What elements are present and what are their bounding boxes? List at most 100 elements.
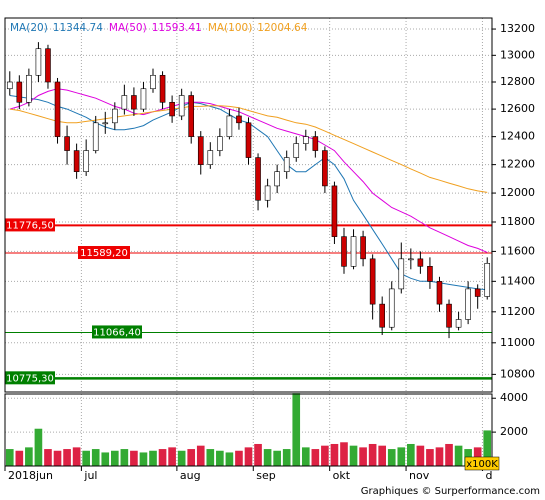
volume-bar	[273, 450, 281, 466]
candle-body	[140, 88, 147, 110]
moving-average-line	[9, 88, 488, 253]
candle-body	[446, 303, 452, 328]
y-tick-label: 12800	[500, 75, 535, 88]
legend-value: 11593.41	[152, 22, 202, 34]
candle-body	[341, 236, 347, 267]
volume-bar	[454, 445, 463, 466]
candle-body	[6, 81, 13, 90]
level-label: 10775,30	[6, 373, 54, 384]
volume-bar	[416, 445, 425, 466]
x-tick-label: aug	[180, 469, 201, 482]
level-label: 11066,40	[93, 327, 141, 338]
volume-bar	[110, 450, 119, 466]
level-label: 11776,50	[6, 220, 54, 231]
candle-body	[283, 157, 290, 172]
volume-bar	[282, 449, 291, 466]
candle-body	[331, 185, 338, 237]
y-tick-label: 13200	[500, 22, 535, 35]
candle-body	[169, 101, 175, 117]
candle-body	[417, 258, 424, 267]
y-tick-label: 13000	[500, 48, 535, 61]
footer: Graphiques © Surperformance.com	[361, 486, 540, 497]
candle-body	[217, 136, 223, 151]
candle-body	[455, 319, 462, 328]
volume-bar	[473, 447, 482, 466]
volume-bar	[340, 442, 348, 466]
volume-bar	[72, 447, 81, 466]
volume-bar	[25, 447, 33, 466]
volume-bar	[349, 445, 358, 466]
legend: MA(20) 11344.74 MA(50) 11593.41 MA(100) 12004…	[10, 22, 308, 34]
x-tick-label: 2018jun	[8, 469, 53, 482]
volume-bar	[130, 450, 138, 466]
volume-bar	[196, 445, 205, 466]
candle-body	[302, 136, 309, 144]
unit-box	[464, 456, 500, 471]
candle-body	[474, 288, 481, 297]
candle-body	[274, 171, 280, 187]
volume-bar	[15, 450, 24, 466]
candle-body	[26, 74, 32, 103]
candle-body	[408, 258, 414, 261]
candle-body	[112, 108, 118, 124]
volume-bar	[34, 428, 43, 466]
volume-bar	[263, 449, 272, 466]
candle-body	[255, 157, 261, 201]
level-label-box	[92, 325, 142, 339]
volume-bar	[91, 449, 100, 466]
moving-average-line	[9, 105, 488, 193]
candle-body	[64, 136, 70, 151]
level-label-box	[78, 246, 130, 260]
candle-body	[465, 288, 471, 320]
volume-bar	[311, 449, 320, 466]
x-tick-label: jul	[83, 469, 97, 482]
volume-bar	[101, 452, 110, 466]
volume-bar	[44, 449, 52, 466]
volume-bar	[149, 450, 157, 466]
y-tick-label: 12000	[500, 186, 535, 199]
candle-body	[427, 266, 433, 282]
candle-body	[131, 95, 137, 110]
volume-bar	[426, 449, 434, 466]
candle-body	[484, 263, 491, 297]
y-tick-label: 11000	[500, 336, 535, 349]
candle-body	[73, 150, 80, 172]
volume-bar	[397, 447, 406, 466]
candle-body	[350, 236, 357, 267]
candle-body	[121, 95, 128, 110]
candle-body	[226, 115, 233, 137]
y-tick-label: 11600	[500, 244, 535, 257]
volume-bar	[139, 452, 148, 466]
volume-bar	[206, 449, 215, 466]
volume-bar	[407, 443, 415, 466]
candle-body	[312, 136, 319, 151]
legend-value: 12004.64	[257, 22, 307, 34]
candle-body	[369, 258, 376, 305]
volume-bar	[168, 447, 176, 466]
candle-body	[207, 150, 214, 165]
volume-bar	[368, 443, 377, 466]
x-tick-label: sep	[256, 469, 275, 482]
volume-bar	[359, 447, 367, 466]
candle-body	[236, 115, 242, 124]
y-tick-label: 12400	[500, 130, 535, 143]
level-label: 11589,20	[80, 248, 128, 259]
legend-value: 11344.74	[53, 22, 103, 34]
candle-body	[45, 48, 51, 83]
y-tick-label: 11200	[500, 305, 535, 318]
candle-body	[322, 150, 328, 187]
x-tick-label: d	[485, 469, 492, 482]
y-tick-label: 11400	[500, 274, 535, 287]
legend-name: MA(20)	[10, 22, 48, 34]
candle-body	[102, 122, 109, 125]
volume-bar	[53, 450, 62, 466]
volume-bar	[378, 445, 387, 466]
candle-body	[150, 74, 156, 90]
candle-body	[436, 281, 443, 305]
y-tick-label: 12200	[500, 158, 535, 171]
candle-body	[35, 48, 42, 76]
volume-bar	[254, 443, 262, 466]
volume-bar	[321, 445, 329, 466]
y-tick-label: 10800	[500, 367, 535, 380]
level-label-box	[5, 218, 55, 232]
